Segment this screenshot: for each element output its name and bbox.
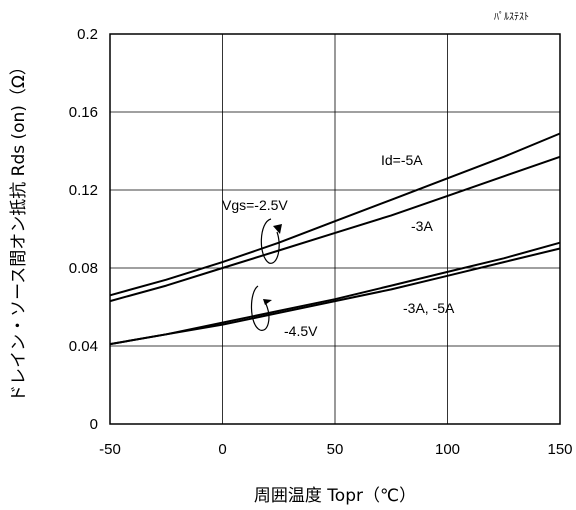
x-tick-label: 0 <box>218 441 226 458</box>
y-tick-label: 0.16 <box>69 104 98 121</box>
series-line-1 <box>109 155 561 303</box>
annotation-3a-5a: -3A, -5A <box>403 300 455 316</box>
x-tick-label: 100 <box>435 441 460 458</box>
grid-lines <box>109 33 561 425</box>
y-tick-label: 0.04 <box>69 338 98 355</box>
y-tick-labels: 0 0.04 0.08 0.12 0.16 0.2 <box>69 26 98 433</box>
y-tick-label: 0.08 <box>69 260 98 277</box>
y-tick-label: 0.2 <box>77 26 98 43</box>
annotation-id-5a: Id=-5A <box>381 152 423 168</box>
annotation-vgs-2-5v: Vgs=-2.5V <box>222 197 288 213</box>
annotation-3a: -3A <box>411 218 433 234</box>
plot-frame <box>109 33 561 425</box>
series-line-3 <box>109 247 561 346</box>
y-tick-label: 0 <box>90 416 98 433</box>
series-line-0 <box>109 132 561 297</box>
annotation-vgs-4-5v: -4.5V <box>284 323 318 339</box>
x-axis-title: 周囲温度 Topr（℃） <box>254 486 416 506</box>
pulse-test-note: ﾊﾟﾙｽﾃｽﾄ <box>494 11 529 23</box>
series-layer <box>109 132 561 346</box>
x-tick-label: -50 <box>99 441 121 458</box>
y-tick-label: 0.12 <box>69 182 98 199</box>
x-tick-label: 50 <box>327 441 344 458</box>
y-axis-title: ドレイン・ソース間オン抵抗 Rds (on)（Ω） <box>9 58 29 402</box>
curl-arrow-vgs-2-5v <box>260 218 282 264</box>
x-tick-label: 150 <box>547 441 572 458</box>
curl-arrow-vgs-4-5v <box>250 285 272 331</box>
x-tick-labels: -50 0 50 100 150 <box>99 441 572 458</box>
